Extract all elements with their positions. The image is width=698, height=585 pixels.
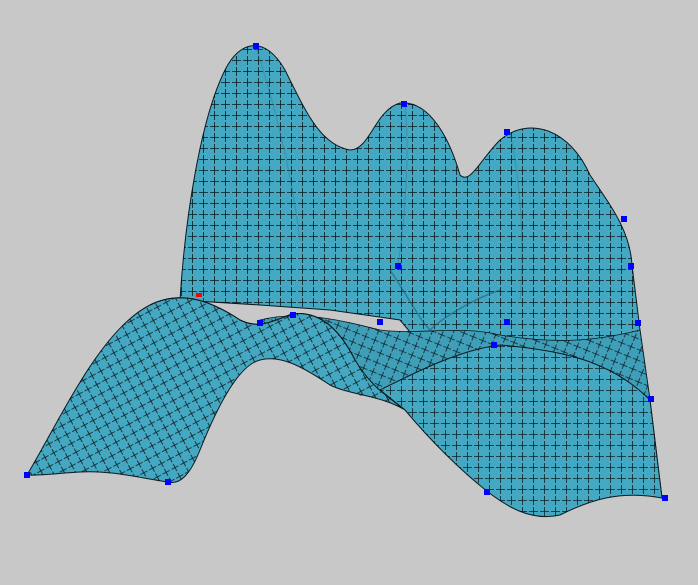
control-point[interactable] xyxy=(165,479,171,485)
control-point[interactable] xyxy=(253,43,259,49)
control-point[interactable] xyxy=(257,320,263,326)
control-point[interactable] xyxy=(621,216,627,222)
control-point[interactable] xyxy=(24,472,30,478)
control-point-selected[interactable] xyxy=(196,293,202,297)
surface-front-right xyxy=(379,344,663,518)
control-points-layer xyxy=(24,43,668,501)
control-point[interactable] xyxy=(377,319,383,325)
control-point[interactable] xyxy=(491,342,497,348)
control-point[interactable] xyxy=(395,263,401,269)
control-point[interactable] xyxy=(635,320,641,326)
control-point[interactable] xyxy=(662,495,668,501)
control-point[interactable] xyxy=(401,101,407,107)
control-point[interactable] xyxy=(484,489,490,495)
control-point[interactable] xyxy=(628,263,634,269)
control-point[interactable] xyxy=(648,396,654,402)
control-point[interactable] xyxy=(290,312,296,318)
control-point[interactable] xyxy=(504,319,510,325)
control-point[interactable] xyxy=(504,129,510,135)
